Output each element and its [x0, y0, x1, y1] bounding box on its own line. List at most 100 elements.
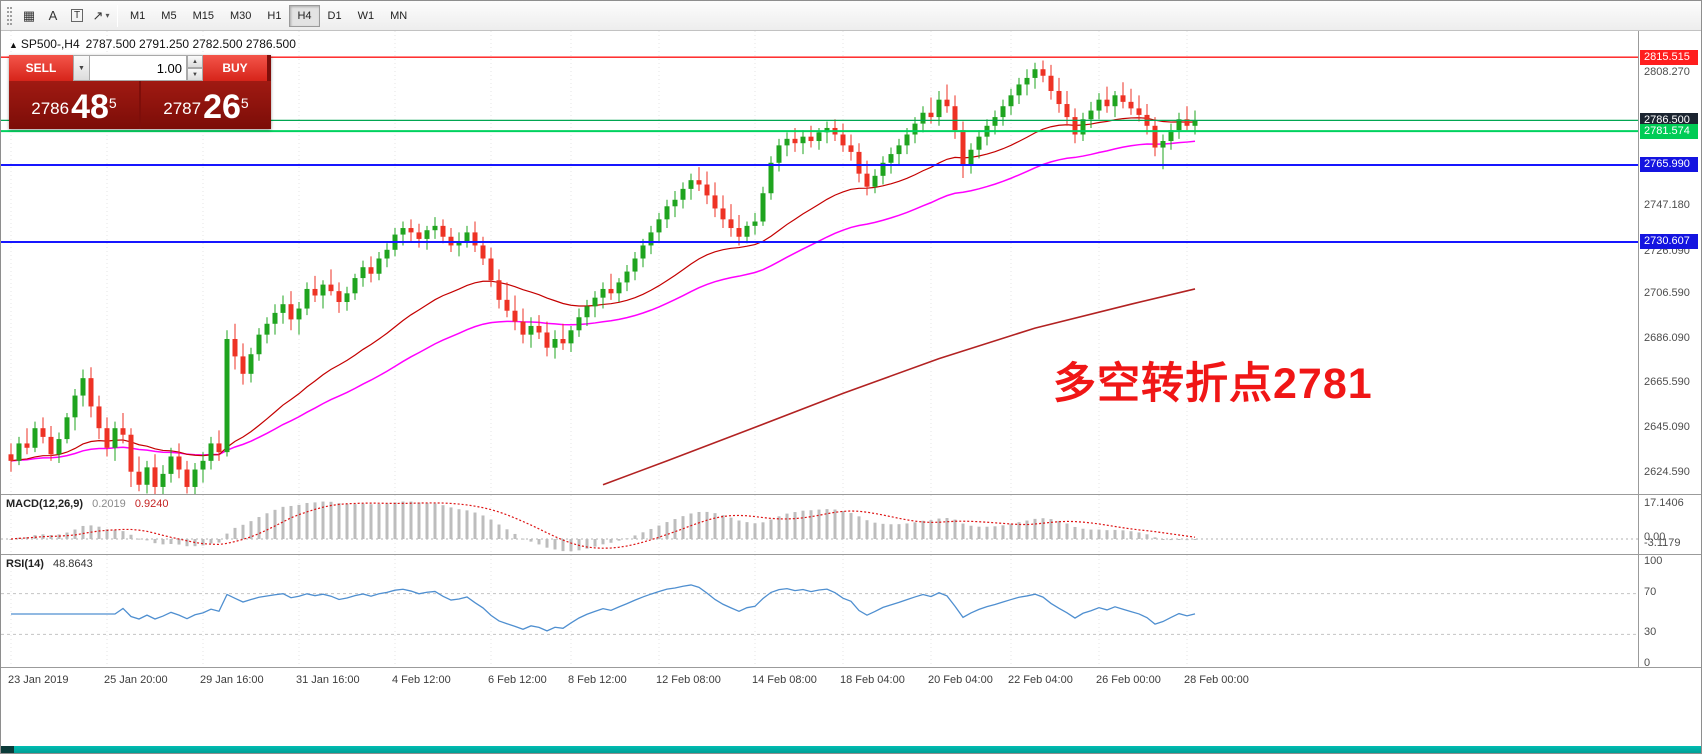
candle [520, 308, 526, 344]
timeframe-M15[interactable]: M15 [185, 5, 222, 27]
price-badge: 2781.574 [1640, 123, 1698, 139]
time-axis: 23 Jan 2019 25 Jan 20:00 29 Jan 16:00 31 Ja… [1, 668, 1701, 697]
buy-price[interactable]: 2787 26 5 [141, 81, 271, 129]
candle [648, 225, 654, 255]
macd-pane: MACD(12,26,9) 0.2019 0.9240 [1, 495, 1638, 554]
price-badge: 2815.515 [1640, 49, 1698, 65]
candle [880, 156, 886, 185]
rsi-axis-label: 0 [1644, 657, 1651, 669]
candle [1128, 88, 1134, 115]
rsi-name: RSI(14) [6, 558, 44, 570]
candle [928, 97, 934, 124]
candle [312, 275, 318, 303]
timeframe-D1[interactable]: D1 [320, 5, 350, 27]
rsi-axis-label: 100 [1644, 555, 1663, 567]
candle [272, 304, 278, 335]
volume-stepper: ▲ ▼ [187, 55, 203, 81]
candle [976, 130, 982, 159]
candle [664, 199, 670, 229]
text-annotation-tool-glyph: A [48, 8, 58, 23]
candle [1144, 104, 1150, 135]
timeframe-M1[interactable]: M1 [122, 5, 153, 27]
candle [1112, 90, 1118, 118]
rsi-value: 48.8643 [52, 558, 93, 570]
time-axis-label: 18 Feb 04:00 [840, 674, 905, 686]
candle [48, 426, 54, 461]
candle [824, 121, 830, 144]
candle [1184, 106, 1190, 131]
macd-axis-label: 17.1406 [1644, 497, 1684, 510]
price-axis-label: 2645.090 [1644, 421, 1690, 433]
grid-tool-icon[interactable]: ▦ [17, 4, 41, 28]
sell-price-pips: 48 [71, 88, 109, 126]
price-axis-label: 2747.180 [1644, 198, 1690, 211]
timeframe-H4[interactable]: H4 [289, 4, 320, 27]
timeframe-W1[interactable]: W1 [350, 5, 383, 27]
candle [544, 321, 550, 357]
candle [984, 119, 990, 146]
caret-down-icon: ▼ [78, 64, 85, 72]
timeframe-M5[interactable]: M5 [153, 5, 184, 27]
candle [1048, 64, 1054, 100]
toolbar-separator [117, 4, 118, 27]
candle [616, 278, 622, 303]
volume-input[interactable] [90, 55, 187, 81]
candle [496, 269, 502, 309]
candle [16, 436, 22, 466]
candle [904, 127, 910, 155]
candle [1152, 117, 1158, 157]
candle [416, 223, 422, 248]
text-annotation-tool-icon[interactable]: A [41, 4, 65, 28]
text-label-tool-glyph: T [70, 9, 84, 22]
timeframe-M30[interactable]: M30 [222, 5, 259, 27]
time-axis-label: 28 Feb 00:00 [1184, 674, 1249, 686]
trade-panel-controls: SELL ▼ ▲ ▼ BUY [9, 55, 271, 81]
candle [624, 265, 630, 292]
candle [472, 221, 478, 252]
candle [360, 260, 366, 287]
volume-up-button[interactable]: ▲ [187, 55, 203, 68]
macd-histogram [9, 501, 1197, 552]
toolbar-drag-handle[interactable] [7, 6, 12, 25]
candle [872, 169, 878, 194]
ohlc-close: 2786.500 [245, 37, 296, 51]
ohlc-high: 2791.250 [139, 37, 190, 51]
candle [1016, 77, 1022, 105]
candle [656, 212, 662, 242]
candle [328, 269, 334, 296]
sell-price[interactable]: 2786 48 5 [9, 81, 139, 129]
toolbar: ▦ A T ↗ ▾ M1 M5 M15 M30 H1 H4 D1 W1 MN [1, 1, 1701, 31]
timeframe-MN[interactable]: MN [382, 5, 415, 27]
candle [1136, 95, 1142, 122]
pane-splitter-macd[interactable] [1, 494, 1701, 495]
volume-down-button[interactable]: ▼ [187, 68, 203, 81]
candle [808, 125, 814, 148]
candle [152, 454, 158, 494]
buy-button[interactable]: BUY [203, 55, 267, 81]
symbol-name: SP500-,H4 [20, 37, 80, 51]
text-label-tool-icon[interactable]: T [65, 4, 89, 28]
cursor-tool-icon[interactable]: ↗ ▾ [89, 4, 113, 28]
candle [720, 195, 726, 229]
time-axis-label: 8 Feb 12:00 [568, 674, 627, 686]
rsi-line [11, 584, 1196, 632]
pane-splitter-rsi[interactable] [1, 554, 1701, 555]
candle [168, 447, 174, 483]
candle [8, 443, 14, 472]
candle [504, 282, 510, 318]
time-axis-label: 12 Feb 08:00 [656, 674, 721, 686]
candle [968, 143, 974, 174]
candle [536, 315, 542, 339]
candle [560, 323, 566, 350]
sell-button[interactable]: SELL [9, 55, 73, 81]
candle [1032, 62, 1038, 89]
candle [88, 367, 94, 418]
price-axis-label: 2665.590 [1644, 376, 1690, 389]
candle [112, 421, 118, 461]
volume-dropdown-button[interactable]: ▼ [73, 55, 90, 81]
candle [408, 219, 414, 242]
candle [1176, 112, 1182, 139]
timeframe-H1[interactable]: H1 [259, 5, 289, 27]
caret-down-icon: ▾ [105, 11, 110, 20]
